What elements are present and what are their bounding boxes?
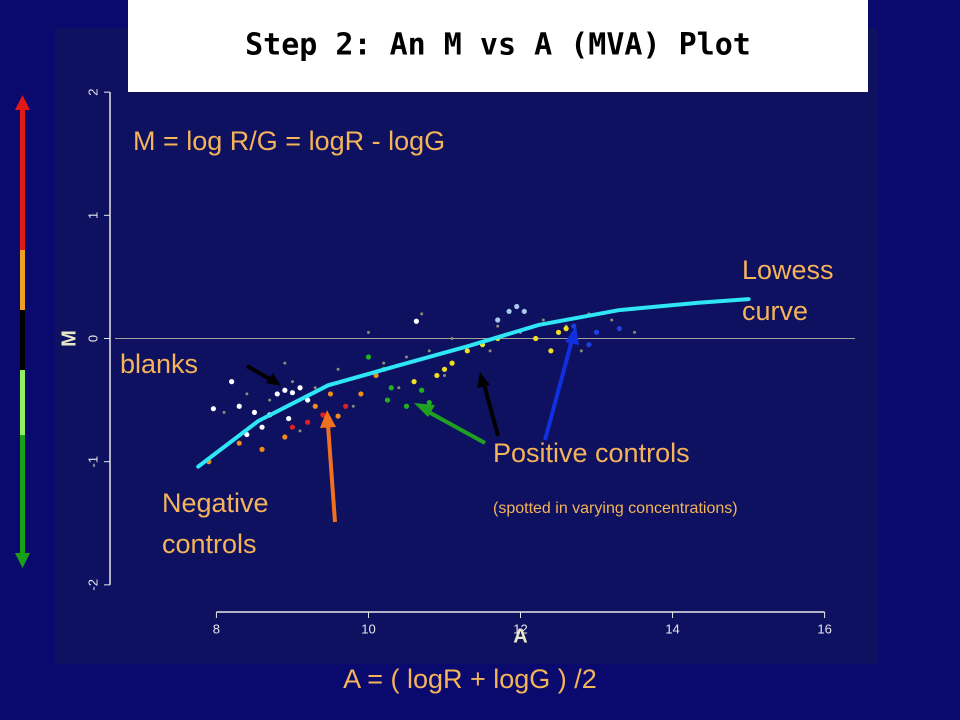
point (419, 387, 425, 393)
point (274, 391, 280, 397)
point (426, 399, 432, 406)
point (343, 403, 349, 409)
point (563, 326, 569, 332)
point (441, 366, 448, 372)
positive-label: Positive controls (493, 438, 690, 468)
point (282, 387, 288, 393)
x-tick-label: 16 (817, 621, 831, 636)
x-tick-label: 12 (513, 621, 527, 636)
point (541, 318, 545, 322)
point (283, 361, 287, 365)
point (289, 424, 296, 430)
point (320, 412, 326, 418)
point (384, 397, 391, 403)
point (229, 379, 235, 385)
title-box (128, 0, 868, 92)
y-tick-label: -1 (85, 456, 100, 468)
y-tick-label: 1 (85, 212, 100, 219)
point (251, 409, 258, 416)
point (388, 385, 394, 391)
slide-title: Step 2: An M vs A (MVA) Plot (245, 28, 751, 63)
point (210, 406, 216, 412)
point (245, 392, 249, 396)
point (413, 318, 419, 324)
point (358, 391, 364, 397)
point (327, 391, 334, 397)
point (382, 361, 386, 365)
point (351, 404, 355, 408)
point (290, 380, 294, 384)
positive-note: (spotted in varying concentrations) (493, 500, 738, 517)
lowess-curve (196, 297, 751, 469)
point (496, 324, 500, 328)
point (297, 385, 303, 391)
point (616, 326, 622, 332)
point (427, 349, 431, 353)
lowess-label: Lowess (742, 255, 834, 285)
point (420, 312, 424, 316)
point (282, 434, 288, 440)
point (298, 429, 302, 433)
point (236, 403, 242, 409)
point (610, 318, 614, 322)
negative-label: Negative (162, 488, 269, 518)
point (335, 413, 341, 419)
formula-a: A = ( logR + logG ) /2 (343, 664, 597, 694)
x-tick-label: 10 (361, 621, 375, 636)
point (450, 337, 454, 340)
point (259, 446, 265, 452)
point (521, 308, 527, 315)
point (268, 398, 272, 402)
y-tick-label: -2 (85, 579, 100, 591)
point (548, 348, 554, 354)
arrows (246, 326, 579, 523)
point (633, 330, 637, 334)
point (366, 330, 370, 334)
point (555, 329, 562, 335)
formula-m: M = log R/G = logR - logG (133, 126, 445, 156)
point (514, 303, 520, 310)
point (464, 348, 470, 354)
point (533, 335, 539, 342)
point (404, 355, 408, 359)
point (222, 410, 226, 414)
point (305, 397, 311, 403)
point (313, 386, 317, 390)
point (244, 431, 250, 438)
point (286, 415, 292, 422)
point (434, 372, 440, 379)
point (442, 373, 446, 377)
y-tick-label: 0 (85, 335, 100, 342)
color-scale (15, 95, 30, 568)
point (488, 349, 492, 353)
blanks-label: blanks (120, 349, 198, 379)
point (259, 424, 265, 430)
point (312, 403, 318, 409)
negative-label: controls (162, 529, 257, 559)
point (495, 317, 501, 323)
point (593, 329, 600, 335)
x-axis-label: A (513, 625, 527, 647)
point (403, 403, 410, 409)
point (336, 367, 340, 371)
point (449, 360, 455, 366)
x-tick-label: 14 (665, 621, 679, 636)
point (506, 308, 512, 315)
lowess-label: curve (742, 296, 808, 326)
point (289, 390, 296, 396)
point (579, 349, 583, 353)
point (411, 379, 417, 385)
point (305, 419, 311, 425)
x-tick-label: 8 (213, 621, 220, 636)
point (236, 440, 242, 446)
y-axis-label: M (58, 330, 80, 347)
y-tick-label: 2 (85, 89, 100, 96)
point (586, 342, 592, 348)
point (365, 354, 372, 360)
point (397, 386, 401, 390)
